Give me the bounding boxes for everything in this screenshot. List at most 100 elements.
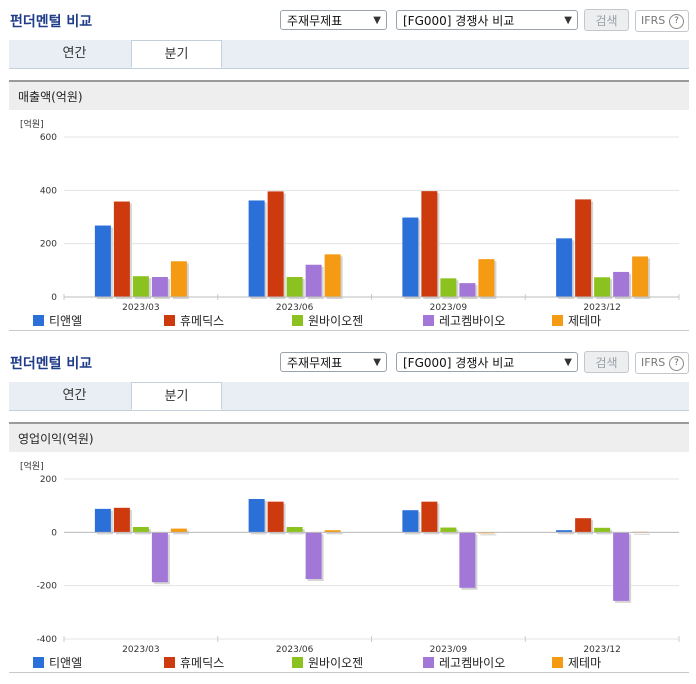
bar	[575, 199, 592, 297]
compare-select[interactable]: [FG000] 경쟁사 비교 ▼	[396, 10, 578, 30]
ifrs-label: IFRS	[641, 356, 666, 369]
tab-quarterly[interactable]: 분기	[131, 382, 222, 410]
panel-title: 펀더멘털 비교	[10, 14, 93, 30]
tab-quarterly[interactable]: 분기	[131, 40, 222, 68]
legend-swatch	[33, 315, 44, 326]
fundamental-panel-revenue: 펀더멘털 비교 주재무제표 ▼ [FG000] 경쟁사 비교 ▼ 검색 IFRS…	[9, 9, 693, 331]
bar-shadow	[326, 532, 343, 535]
unit-label: [억원]	[20, 118, 44, 130]
y-tick-label: 200	[40, 475, 57, 485]
legend-item[interactable]: 레고켐바이오	[423, 312, 505, 330]
bar	[440, 278, 457, 297]
tab-annual[interactable]: 연간	[62, 388, 87, 403]
bar	[170, 261, 187, 297]
legend-label: 티앤엘	[49, 314, 83, 328]
chart-legend: 티앤엘 휴메딕스 원바이오젠 레고켐바이오 제테마	[33, 654, 693, 672]
bar	[402, 510, 419, 533]
search-button[interactable]: 검색	[584, 9, 629, 31]
statement-select[interactable]: 주재무제표 ▼	[280, 352, 387, 372]
bar	[267, 191, 284, 297]
bar	[594, 527, 611, 533]
search-button[interactable]: 검색	[584, 351, 629, 373]
legend-item[interactable]: 원바이오젠	[292, 654, 363, 672]
bar	[632, 256, 649, 297]
legend-item[interactable]: 휴메딕스	[164, 312, 224, 330]
legend-item[interactable]: 티앤엘	[33, 654, 82, 672]
bar	[421, 501, 438, 533]
x-tick-label: 2023/09	[430, 303, 468, 310]
bar	[286, 277, 303, 297]
bar-shadow	[634, 533, 651, 535]
bar	[478, 259, 495, 297]
panel-title: 펀더멘털 비교	[10, 356, 93, 372]
ifrs-label: IFRS	[641, 14, 666, 27]
y-tick-label: 0	[51, 528, 57, 538]
bar	[402, 217, 419, 297]
bar	[94, 508, 111, 533]
revenue-bar-chart: [억원] 0 200 400 600 2023/03 2023/06 2023/09 2023/…	[20, 118, 680, 310]
legend-item[interactable]: 원바이오젠	[292, 312, 363, 330]
bar	[459, 532, 476, 588]
bar	[94, 225, 111, 297]
bar	[478, 532, 495, 534]
bar	[151, 277, 168, 297]
legend-swatch	[164, 315, 175, 326]
legend-label: 휴메딕스	[180, 656, 225, 670]
bar	[248, 499, 265, 533]
bar	[613, 532, 630, 601]
y-tick-label: 600	[40, 133, 57, 143]
chevron-down-icon: ▼	[564, 15, 572, 26]
bar-shadow	[558, 532, 575, 535]
legend-swatch	[552, 657, 563, 668]
metric-title: 매출액(억원)	[9, 80, 689, 110]
fundamental-panel-operating-profit: 펀더멘털 비교 주재무제표 ▼ [FG000] 경쟁사 비교 ▼ 검색 IFRS…	[0, 342, 696, 684]
x-tick-label: 2023/12	[583, 303, 620, 310]
bar	[113, 201, 130, 297]
ifrs-button[interactable]: IFRS ?	[635, 352, 689, 374]
bar	[324, 530, 341, 533]
chevron-down-icon: ▼	[564, 357, 572, 368]
statement-select[interactable]: 주재무제표 ▼	[280, 10, 387, 30]
chart-legend: 티앤엘 휴메딕스 원바이오젠 레고켐바이오 제테마	[33, 312, 693, 330]
divider	[9, 330, 689, 331]
bar	[575, 518, 592, 533]
legend-label: 휴메딕스	[180, 314, 225, 328]
period-tabs: 연간 분기	[9, 382, 689, 411]
bar	[170, 528, 187, 533]
y-tick-label: 400	[40, 186, 57, 196]
legend-item[interactable]: 티앤엘	[33, 312, 82, 330]
help-icon[interactable]: ?	[669, 14, 684, 29]
bar	[267, 501, 284, 533]
chevron-down-icon: ▼	[373, 357, 381, 368]
legend-label: 레고켐바이오	[439, 656, 506, 670]
legend-label: 원바이오젠	[308, 656, 364, 670]
y-tick-label: 0	[51, 293, 57, 303]
bar	[459, 283, 476, 297]
legend-swatch	[552, 315, 563, 326]
y-tick-label: 200	[40, 240, 57, 250]
compare-select[interactable]: [FG000] 경쟁사 비교 ▼	[396, 352, 578, 372]
x-tick-label: 2023/09	[430, 645, 468, 652]
tab-annual[interactable]: 연간	[62, 46, 87, 61]
operating-profit-bar-chart: [억원] -400 -200 0 200 2023/03 2023/06 2023/09 202…	[20, 460, 680, 652]
unit-label: [억원]	[20, 460, 44, 472]
legend-label: 레고켐바이오	[439, 314, 506, 328]
ifrs-button[interactable]: IFRS ?	[635, 10, 689, 32]
legend-label: 제테마	[568, 656, 602, 670]
legend-item[interactable]: 레고켐바이오	[423, 654, 505, 672]
bar	[151, 532, 168, 583]
x-tick-label: 2023/12	[583, 645, 620, 652]
legend-label: 티앤엘	[49, 656, 83, 670]
bar	[132, 276, 149, 297]
bar	[113, 507, 130, 533]
metric-title: 영업이익(억원)	[9, 422, 689, 452]
legend-item[interactable]: 제테마	[552, 312, 601, 330]
y-tick-label: -200	[37, 582, 58, 592]
bar	[248, 200, 265, 297]
legend-item[interactable]: 제테마	[552, 654, 601, 672]
compare-select-value: [FG000] 경쟁사 비교	[403, 14, 515, 28]
legend-item[interactable]: 휴메딕스	[164, 654, 224, 672]
help-icon[interactable]: ?	[669, 356, 684, 371]
bar	[556, 530, 573, 533]
period-tabs: 연간 분기	[9, 40, 689, 69]
